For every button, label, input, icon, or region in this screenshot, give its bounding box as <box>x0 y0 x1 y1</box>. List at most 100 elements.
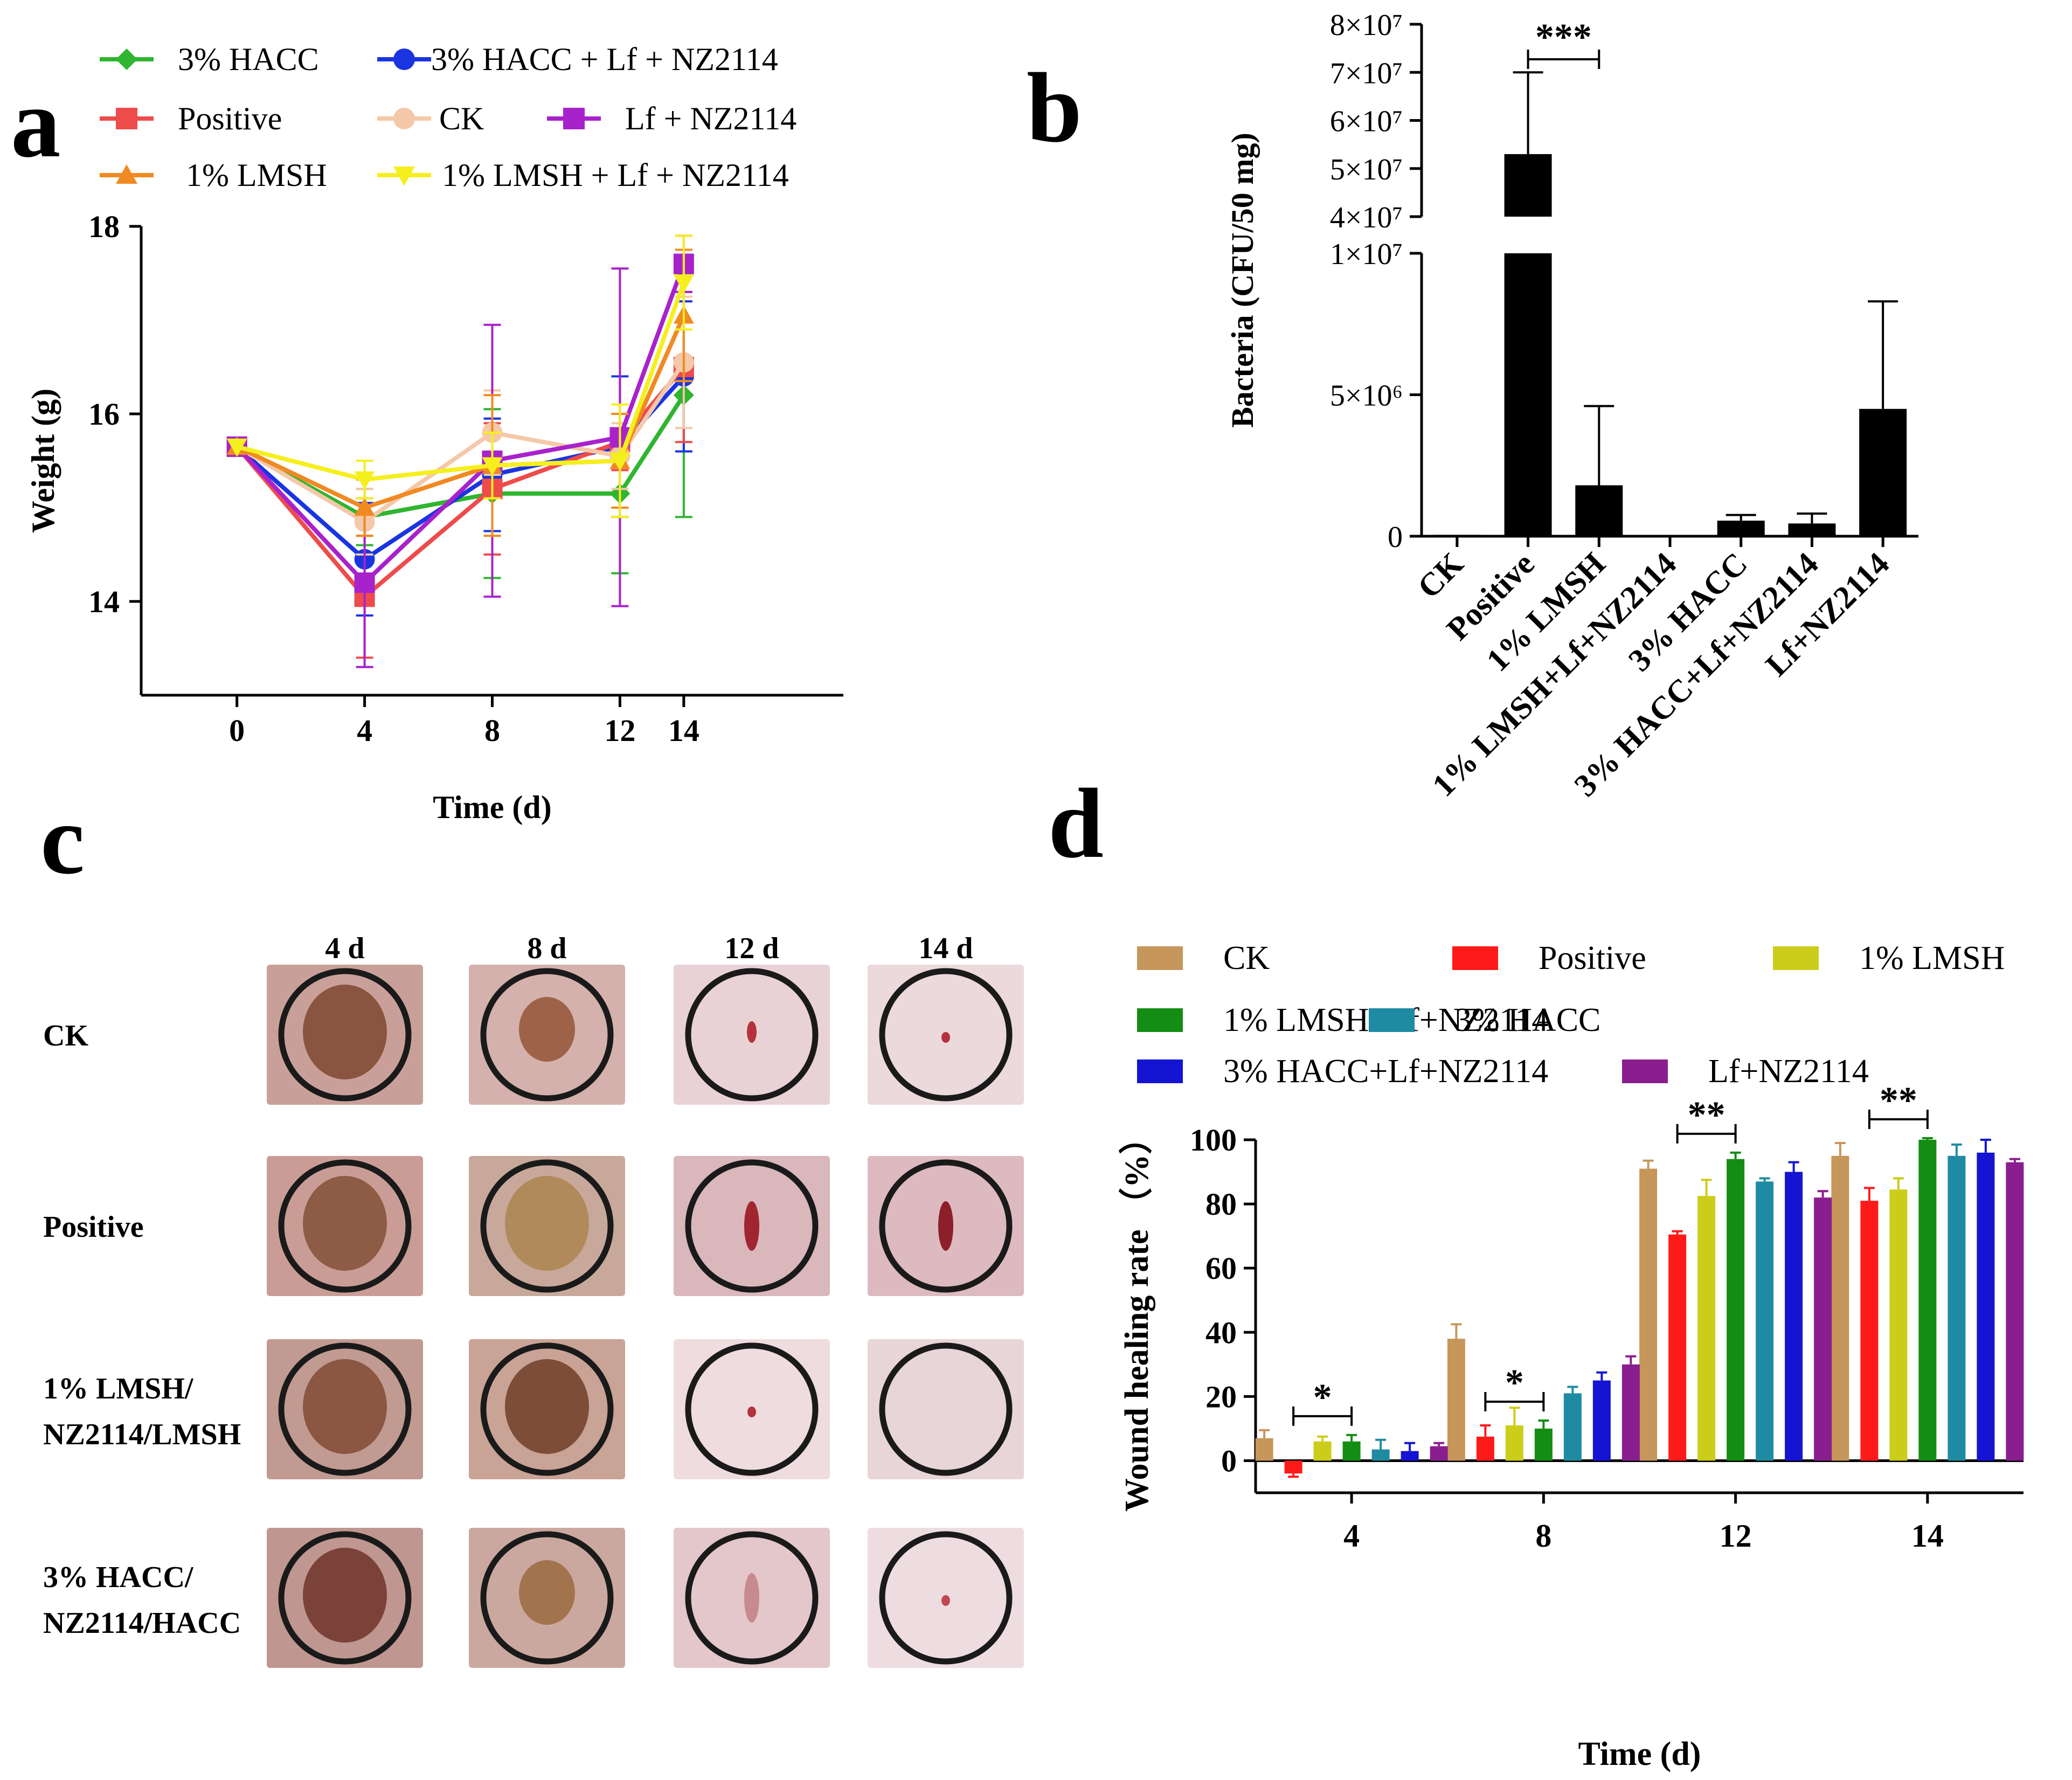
wound-area <box>303 985 387 1079</box>
column-label: 8 d <box>527 932 566 965</box>
wound-photo <box>469 1156 625 1296</box>
bar <box>1401 1451 1419 1461</box>
wound-photo <box>674 965 830 1105</box>
series-d-0 <box>1255 1141 1849 1461</box>
legend-label: Positive <box>1539 940 1646 976</box>
legend-swatch <box>1137 946 1183 970</box>
ring-splint <box>480 1159 614 1293</box>
legend-swatch <box>1137 1059 1183 1083</box>
bar <box>1342 1441 1361 1461</box>
bar <box>1859 408 1907 536</box>
panel-label-c: c <box>40 785 85 895</box>
legend-marker <box>116 108 137 129</box>
x-tick-label-b: CK <box>1411 545 1471 605</box>
ring-splint <box>278 1531 412 1665</box>
bar <box>1563 1393 1582 1461</box>
bar <box>1788 523 1836 536</box>
legend-label: 3% HACC <box>1455 1002 1600 1038</box>
legend-label: 1% LMSH <box>1859 940 2005 976</box>
bar <box>1785 1172 1803 1461</box>
legend-marker <box>393 49 415 70</box>
wound-photo <box>267 965 423 1105</box>
bacteria-bar-chart: 0 5×10⁶ 1×10⁷ 4×10⁷ 5×10⁷ 6×10⁷ 7×10⁷ 8×10⁷ Bact… <box>1225 9 1918 804</box>
legend-swatch <box>1622 1059 1668 1083</box>
y-tick-label-b: 5×10⁷ <box>1330 153 1403 186</box>
y-tick-label-a: 18 <box>88 209 120 244</box>
skin-background <box>868 1339 1024 1479</box>
legend-swatch <box>1137 1008 1183 1032</box>
bar <box>1447 1339 1465 1461</box>
legend-label: Lf+NZ2114 <box>1708 1053 1869 1090</box>
wound-photo <box>868 1339 1024 1479</box>
ring-splint <box>879 968 1013 1102</box>
x-tick-label-d: 4 <box>1343 1518 1360 1554</box>
y-tick-label-a: 14 <box>88 584 120 619</box>
ring-splint <box>685 1531 819 1665</box>
bar <box>1505 1425 1523 1461</box>
wound-healing-bar-chart: 0 20 40 60 80 100 Time (d) Wound healing rate （… <box>1118 940 2024 1772</box>
column-label: 12 d <box>724 932 779 965</box>
bar <box>1255 1438 1273 1461</box>
row-label: CK <box>43 1019 88 1052</box>
ring-splint <box>879 1342 1013 1476</box>
wound-photo-grid: 4 d 8 d 12 d 14 d CK Positive 1% LMSH/NZ2114/L… <box>43 932 1024 1668</box>
wound-area <box>941 1595 950 1606</box>
bar <box>1831 1155 1849 1461</box>
bar <box>1756 1181 1774 1461</box>
wound-photo <box>674 1156 830 1296</box>
bar <box>1717 521 1765 536</box>
significance-label: ** <box>1880 1080 1917 1121</box>
wound-area <box>941 1032 950 1043</box>
series-line <box>235 314 686 510</box>
legend-label: 1% LMSH <box>186 157 327 193</box>
bar <box>1948 1155 1966 1461</box>
significance-label: ** <box>1688 1095 1725 1136</box>
wound-area <box>519 1560 575 1625</box>
wound-photo <box>868 965 1024 1105</box>
x-tick-label-a: 0 <box>229 713 245 748</box>
legend-label: CK <box>1223 940 1270 976</box>
bar <box>1476 1436 1494 1461</box>
series-d-5 <box>1401 1139 1995 1461</box>
y-tick-label-b: 1×10⁷ <box>1330 238 1403 271</box>
wound-area <box>744 1573 759 1623</box>
y-tick-label-b: 0 <box>1388 521 1403 554</box>
legend-label: 3% HACC <box>178 41 319 77</box>
bar <box>1918 1140 1937 1461</box>
wound-photo <box>267 1339 423 1479</box>
wound-photo <box>267 1156 423 1296</box>
ring-splint <box>685 1159 819 1293</box>
y-axis-title-a: Weight (g) <box>25 389 61 533</box>
wound-photo <box>469 1528 625 1668</box>
row-label: NZ2114/LMSH <box>43 1418 241 1451</box>
row-label: 3% HACC/ <box>43 1561 194 1594</box>
wound-area <box>505 1359 589 1454</box>
wound-area <box>303 1359 387 1454</box>
x-tick-label-a: 12 <box>604 713 635 748</box>
data-point <box>482 457 503 476</box>
bar <box>1889 1189 1908 1461</box>
series-d-3 <box>1342 1137 1937 1461</box>
legend-marker <box>116 164 137 184</box>
row-label: NZ2114/HACC <box>43 1606 241 1640</box>
bar <box>1592 1380 1611 1461</box>
bar <box>1433 535 1481 536</box>
legend-marker <box>116 49 137 70</box>
column-label: 14 d <box>918 932 973 965</box>
panel-label-d: d <box>1048 768 1104 879</box>
bar <box>1977 1152 1995 1461</box>
series-a-6 <box>226 234 694 518</box>
legend-label: Positive <box>178 101 282 136</box>
y-tick-label-d: 20 <box>1205 1379 1237 1414</box>
bar <box>2006 1162 2024 1461</box>
x-tick-label-a: 8 <box>484 713 500 748</box>
ring-splint <box>278 1159 412 1293</box>
wound-area <box>744 1201 759 1251</box>
row-label: 1% LMSH/ <box>43 1372 194 1405</box>
wound-photo <box>267 1528 423 1668</box>
series-d-4 <box>1371 1143 1966 1461</box>
x-tick-label-a: 4 <box>357 713 372 748</box>
ring-splint <box>480 1531 614 1665</box>
